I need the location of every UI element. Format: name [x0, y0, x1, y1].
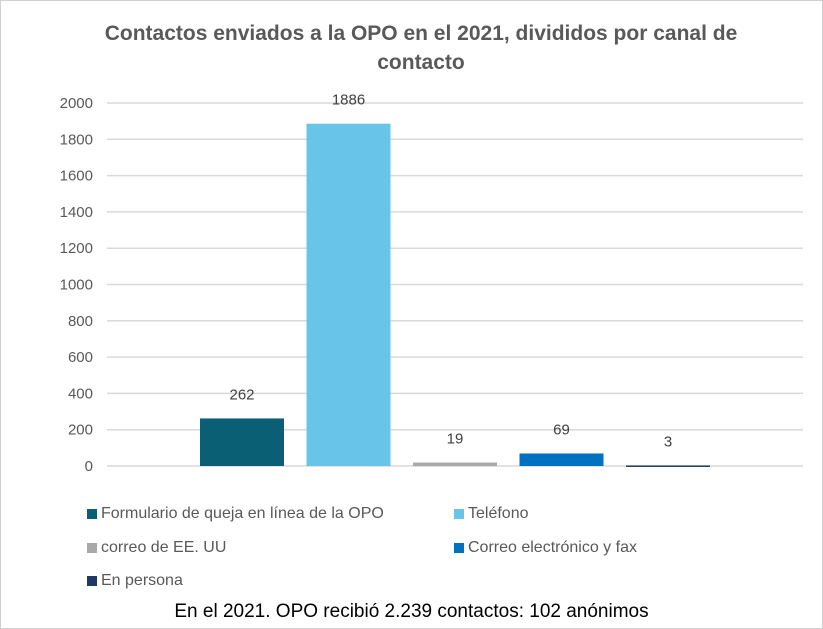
legend-item: Formulario de queja en línea de la OPO [87, 505, 384, 523]
y-tick-label: 1800 [60, 131, 93, 148]
legend-label: En persona [101, 572, 183, 589]
data-label: 3 [664, 433, 672, 450]
legend-label: Teléfono [468, 505, 529, 522]
legend-swatch [87, 543, 97, 553]
y-tick-label: 1200 [60, 240, 93, 257]
legend-swatch [454, 543, 464, 553]
bar-5 [626, 465, 710, 467]
data-label: 19 [447, 431, 464, 448]
legend-item: Teléfono [454, 505, 529, 523]
legend-label: Correo electrónico y fax [468, 539, 637, 556]
y-tick-label: 400 [68, 385, 93, 402]
y-tick-label: 1600 [60, 168, 93, 185]
legend-swatch [454, 509, 464, 519]
data-label: 262 [229, 386, 254, 403]
data-label: 1886 [332, 92, 365, 109]
legend-swatch [87, 509, 97, 519]
legend-label: correo de EE. UU [101, 539, 227, 556]
bar-2 [306, 123, 391, 466]
legend-item: Correo electrónico y fax [454, 539, 637, 557]
bar-3 [413, 462, 497, 466]
bar-1 [200, 418, 284, 466]
bar-4 [519, 453, 604, 466]
data-label: 69 [553, 421, 570, 438]
legend-label: Formulario de queja en línea de la OPO [101, 505, 384, 522]
y-tick-label: 2000 [60, 95, 93, 112]
legend-swatch [87, 576, 97, 586]
footnote: En el 2021. OPO recibió 2.239 contactos:… [174, 601, 649, 622]
y-tick-label: 800 [68, 313, 93, 330]
y-tick-label: 200 [68, 422, 93, 439]
y-tick-label: 600 [68, 349, 93, 366]
y-tick-label: 0 [85, 458, 93, 475]
y-tick-label: 1000 [60, 277, 93, 294]
legend-item: correo de EE. UU [87, 539, 226, 557]
y-tick-label: 1400 [60, 204, 93, 221]
chart-title: Contactos enviados a la OPO en el 2021, … [104, 22, 738, 74]
legend-item: En persona [87, 572, 183, 590]
